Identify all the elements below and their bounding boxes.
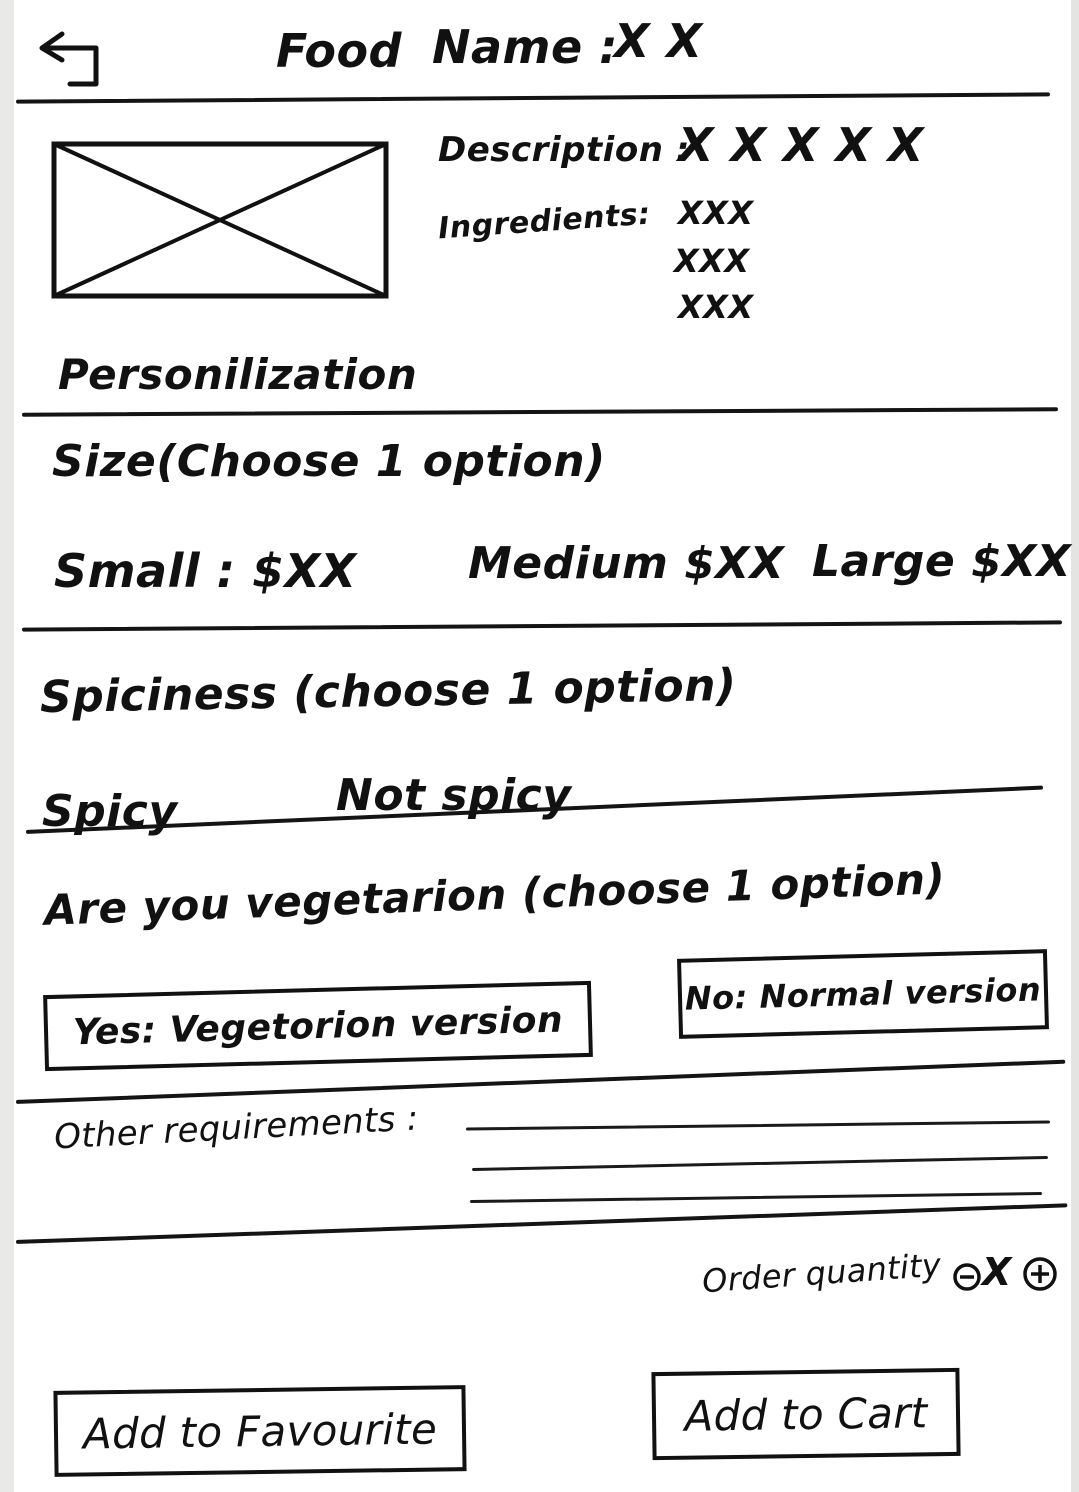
spiciness-title: Spiciness (choose 1 option) xyxy=(39,659,737,724)
vegetarian-yes-button[interactable]: Yes: Vegetorion version xyxy=(43,980,593,1072)
size-title: Size(Choose 1 option) xyxy=(52,436,606,487)
description-value: X X X X X xyxy=(678,118,924,172)
ingredient-item: XXX xyxy=(678,288,754,326)
quantity-value: X xyxy=(982,1250,1012,1294)
size-divider xyxy=(21,620,1063,632)
requirements-divider xyxy=(15,1203,1068,1244)
size-option-small[interactable]: Small : $XX xyxy=(54,544,357,598)
vegetarian-title: Are you vegetarion (choose 1 option) xyxy=(43,854,946,935)
vegetarian-no-label: No: Normal version xyxy=(684,970,1042,1018)
personalization-title: Personilization xyxy=(58,350,418,399)
header-name-value: X X xyxy=(614,14,703,68)
ingredient-item: XXX xyxy=(674,242,750,280)
back-arrow-icon xyxy=(39,31,99,87)
back-button[interactable] xyxy=(32,26,104,90)
vegetarian-yes-label: Yes: Vegetorion version xyxy=(72,999,564,1053)
add-to-favourite-label: Add to Favourite xyxy=(82,1404,438,1458)
vegetarian-no-button[interactable]: No: Normal version xyxy=(677,949,1049,1039)
quantity-minus-button[interactable] xyxy=(952,1262,982,1292)
description-label: Description : xyxy=(438,130,690,170)
header-name-label: Name : xyxy=(432,20,619,74)
personalization-divider xyxy=(21,407,1059,417)
other-requirements-input-line-1[interactable] xyxy=(466,1120,1050,1131)
quantity-label: Order quantity xyxy=(700,1245,943,1301)
add-to-favourite-button[interactable]: Add to Favourite xyxy=(53,1385,467,1477)
plus-circle-icon xyxy=(1023,1257,1057,1291)
minus-circle-icon xyxy=(953,1263,981,1291)
image-placeholder-icon xyxy=(51,141,389,299)
size-option-medium[interactable]: Medium $XX xyxy=(468,538,785,589)
ingredient-item: XXX xyxy=(678,194,754,232)
header-divider xyxy=(15,92,1051,104)
header-title-label: Food xyxy=(276,24,402,78)
other-requirements-input-line-2[interactable] xyxy=(472,1155,1048,1172)
other-requirements-input-line-3[interactable] xyxy=(470,1192,1042,1203)
add-to-cart-label: Add to Cart xyxy=(684,1387,928,1441)
add-to-cart-button[interactable]: Add to Cart xyxy=(651,1367,961,1461)
other-requirements-label: Other requirements : xyxy=(53,1098,420,1158)
ingredients-label: Ingredients: xyxy=(437,196,652,247)
size-option-large[interactable]: Large $XX xyxy=(812,536,1072,587)
quantity-plus-button[interactable] xyxy=(1022,1256,1058,1292)
food-image xyxy=(50,140,390,300)
